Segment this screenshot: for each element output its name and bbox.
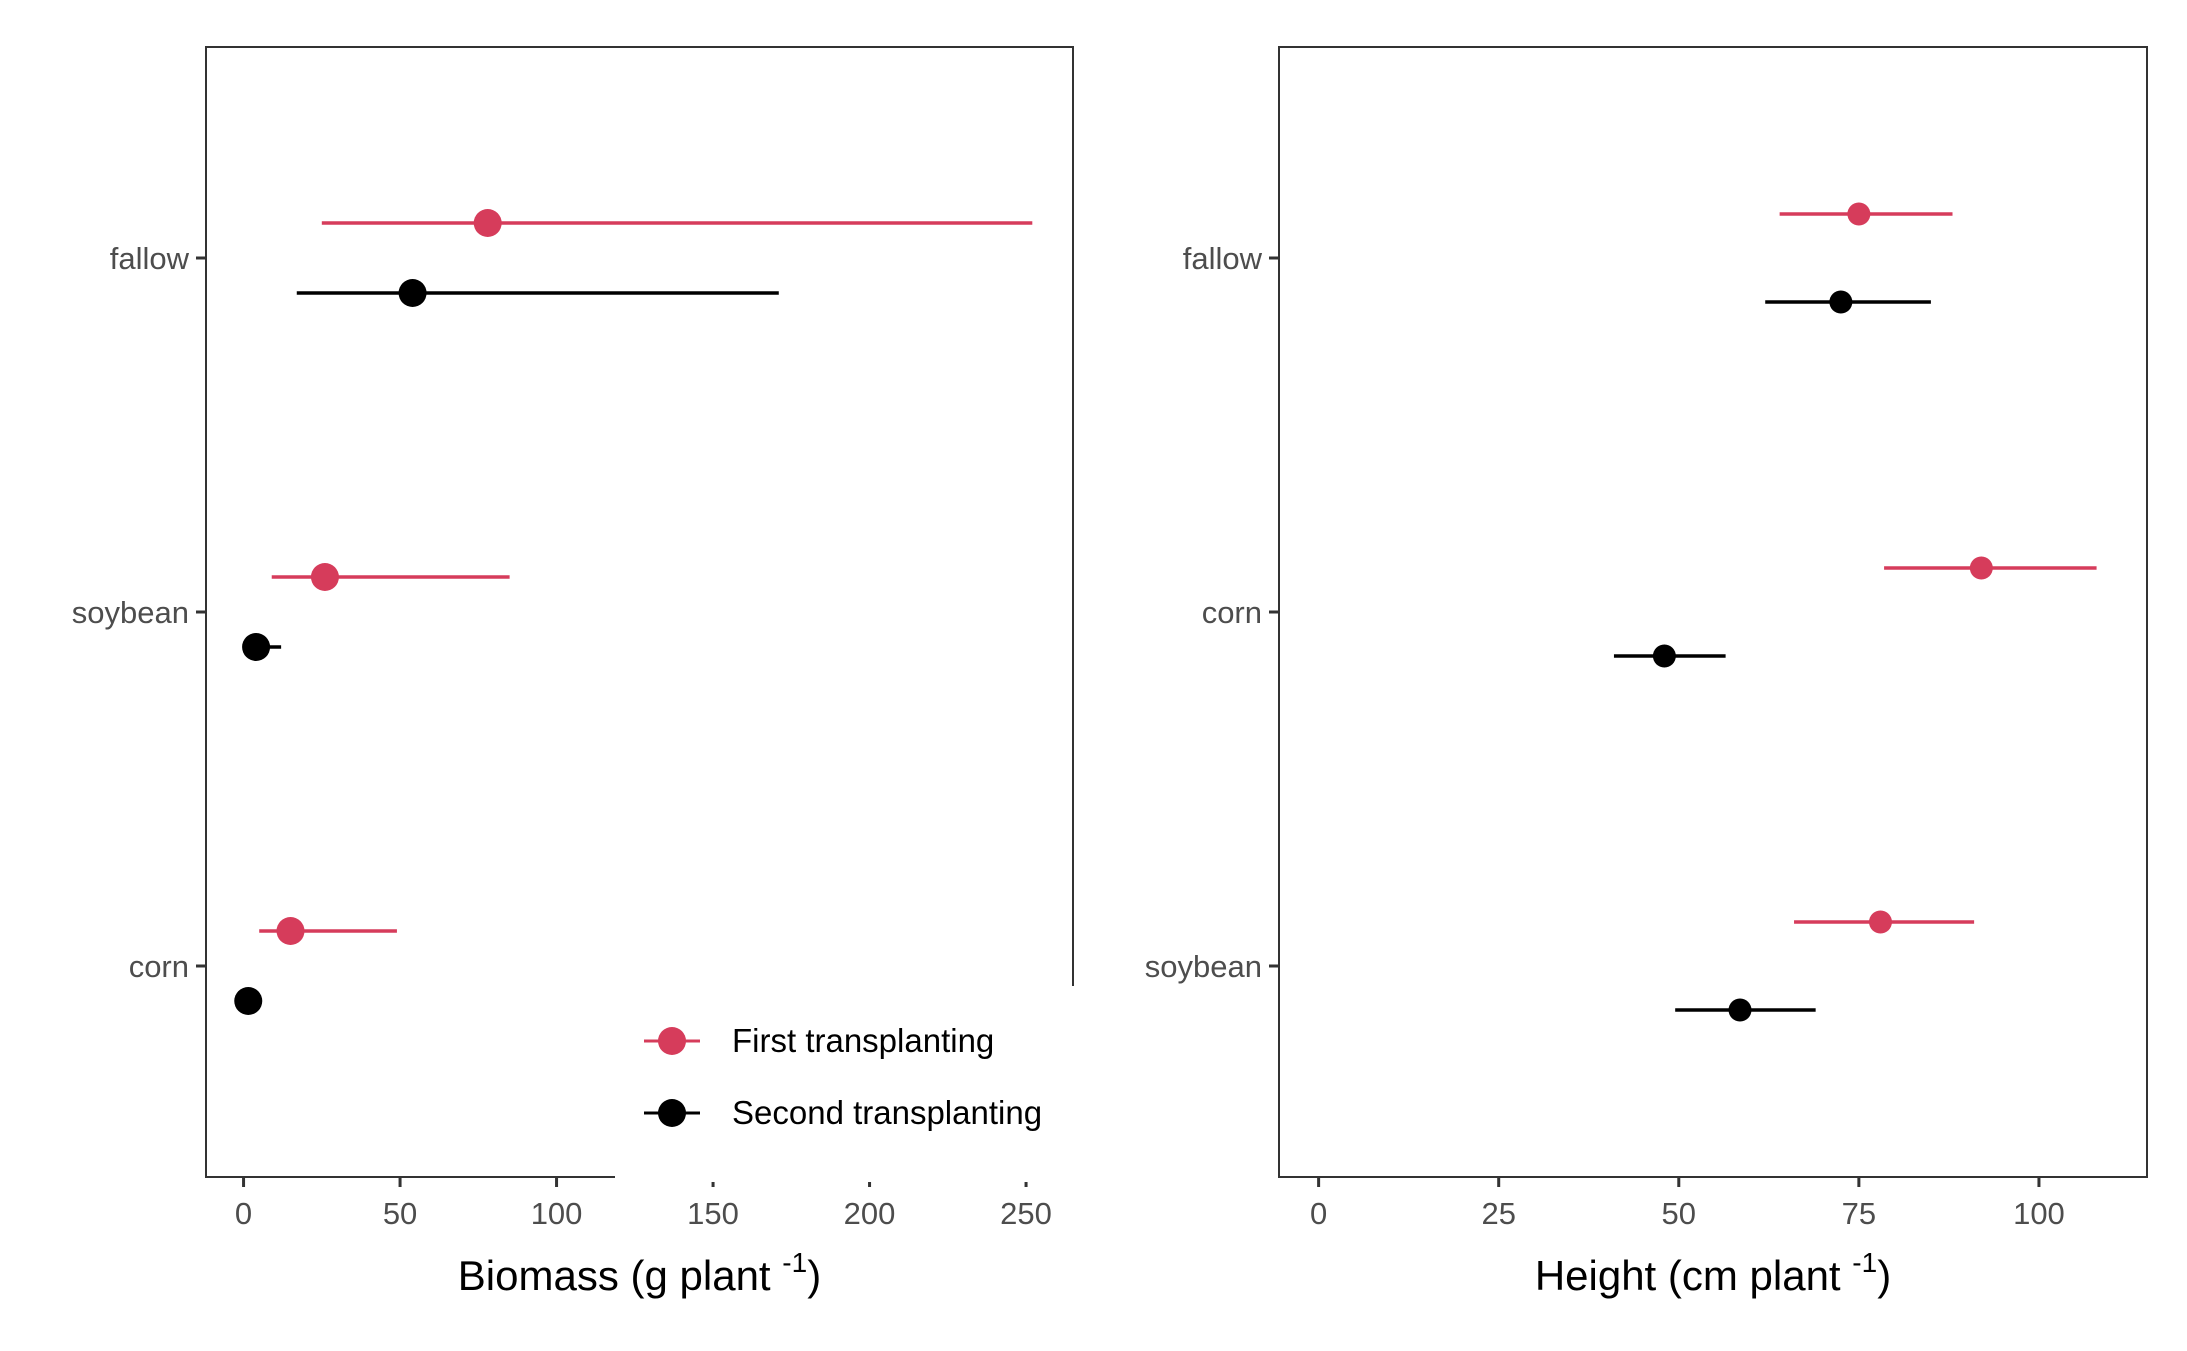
height-panel-border <box>1278 46 2148 1178</box>
height-x-tick-label: 75 <box>1842 1196 1876 1231</box>
height-x-tick-label: 100 <box>2013 1196 2065 1231</box>
legend-key-second-point <box>658 1099 686 1127</box>
biomass-x-tick-label: 100 <box>531 1196 583 1231</box>
biomass-x-tick-label: 150 <box>687 1196 739 1231</box>
biomass-point-second-corn <box>234 987 263 1015</box>
legend-background <box>615 986 1085 1182</box>
biomass-point-second-soybean <box>242 633 271 661</box>
biomass-panel: fallow soybean corn 0 50 100 150 200 250 Biomass … <box>72 46 1074 1299</box>
biomass-x-tick-label: 50 <box>383 1196 417 1231</box>
height-x-tick-label: 25 <box>1481 1196 1515 1231</box>
biomass-point-first-corn <box>276 917 305 945</box>
biomass-y-tick-label-soybean: soybean <box>72 595 189 630</box>
height-y-tick-label-soybean: soybean <box>1145 949 1262 984</box>
legend-key-first-point <box>658 1027 686 1055</box>
biomass-x-tick-label: 200 <box>844 1196 896 1231</box>
legend-label-first: First transplanting <box>732 1022 994 1059</box>
height-point-first-corn <box>1969 556 1993 580</box>
height-x-axis-title: Height (cm plant -1) <box>1535 1247 1891 1299</box>
biomass-point-second-fallow <box>398 279 427 307</box>
biomass-y-tick-label-corn: corn <box>129 949 189 984</box>
legend: First transplanting Second transplanting <box>615 986 1085 1182</box>
height-point-first-fallow <box>1847 202 1871 226</box>
legend-label-second: Second transplanting <box>732 1094 1042 1131</box>
height-point-second-soybean <box>1728 998 1752 1022</box>
height-x-tick-label: 0 <box>1310 1196 1327 1231</box>
biomass-x-tick-label: 0 <box>235 1196 252 1231</box>
biomass-point-first-soybean <box>310 563 339 591</box>
height-point-first-soybean <box>1868 910 1892 934</box>
height-x-tick-label: 50 <box>1662 1196 1696 1231</box>
height-panel: fallow corn soybean 0 25 50 75 100 Height (cm pl… <box>1145 46 2148 1299</box>
biomass-point-first-fallow <box>473 209 502 237</box>
biomass-x-axis-title: Biomass (g plant -1) <box>458 1247 821 1299</box>
height-y-tick-label-corn: corn <box>1202 595 1262 630</box>
height-point-second-corn <box>1652 644 1676 668</box>
biomass-y-tick-label-fallow: fallow <box>110 241 190 276</box>
height-y-tick-label-fallow: fallow <box>1183 241 1263 276</box>
biomass-x-tick-label: 250 <box>1000 1196 1052 1231</box>
height-point-second-fallow <box>1829 290 1853 314</box>
